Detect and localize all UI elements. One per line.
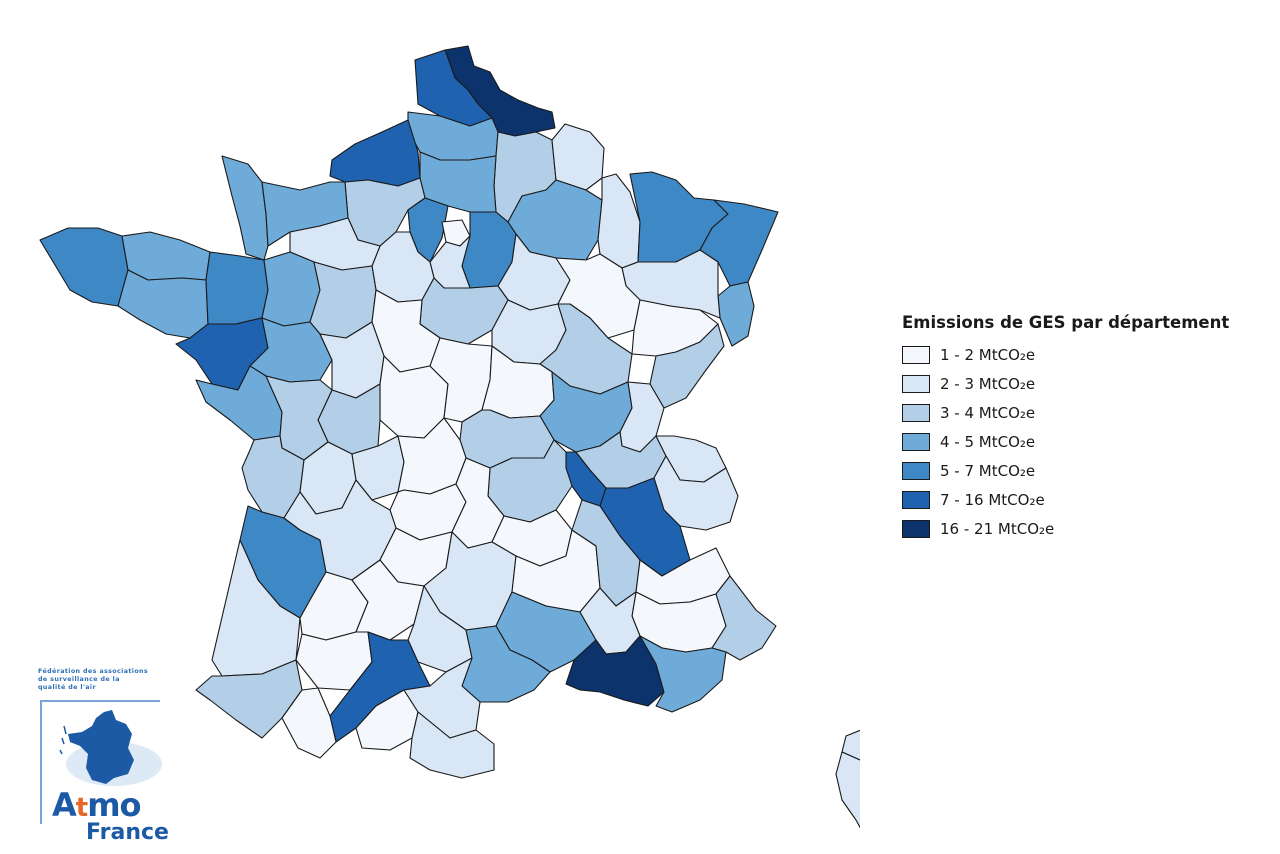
logo-frame (40, 700, 160, 824)
department-hautes-pyrenees[interactable] (281, 687, 337, 759)
department-cotes-d-armor[interactable] (121, 231, 211, 281)
legend-item-7: 16 - 21 MtCO₂e (902, 514, 1242, 543)
department-haut-rhin[interactable] (717, 281, 755, 347)
department-corse-du-sud[interactable] (835, 751, 860, 846)
logo-tagline-line: Fédération des associations (38, 668, 149, 675)
legend-title: Emissions de GES par département (902, 313, 1230, 332)
map-legend: Emissions de GES par département 1 - 2 M… (902, 313, 1242, 543)
department-pyrenees-orientales[interactable] (409, 711, 495, 779)
legend-label: 2 - 3 MtCO₂e (940, 374, 1036, 393)
logo-tagline: Fédération des associations de surveilla… (38, 668, 173, 692)
legend-item-4: 4 - 5 MtCO₂e (902, 427, 1242, 456)
department-mayenne[interactable] (261, 251, 321, 327)
legend-swatch (902, 461, 930, 480)
logo-tagline-line: de surveillance de la (38, 676, 120, 683)
legend-swatch (902, 345, 930, 364)
department-pas-de-calais[interactable] (414, 49, 493, 127)
logo-tagline-line: qualité de l'air (38, 684, 96, 691)
legend-label: 3 - 4 MtCO₂e (940, 403, 1036, 422)
atmo-france-logo: Fédération des associations de surveilla… (38, 668, 178, 854)
legend-swatch (902, 519, 930, 538)
logo-wordmark: Atmo (52, 786, 142, 824)
department-tarn-et-garonne[interactable] (351, 559, 425, 641)
france-map-icon (59, 710, 162, 786)
department-morbihan[interactable] (117, 269, 209, 339)
legend-item-3: 3 - 4 MtCO₂e (902, 398, 1242, 427)
legend-swatch (902, 374, 930, 393)
legend-label: 7 - 16 MtCO₂e (940, 490, 1045, 509)
department-manche[interactable] (221, 155, 269, 261)
department-ardennes[interactable] (551, 123, 605, 191)
legend-swatch (902, 432, 930, 451)
legend-item-1: 1 - 2 MtCO₂e (902, 340, 1242, 369)
legend-swatch (902, 403, 930, 422)
logo-france-text: France (86, 820, 169, 845)
legend-label: 1 - 2 MtCO₂e (940, 345, 1036, 364)
legend-label: 5 - 7 MtCO₂e (940, 461, 1036, 480)
logo-letter-t: t (75, 793, 88, 823)
department-alpes-maritimes[interactable] (711, 575, 777, 661)
legend-item-5: 5 - 7 MtCO₂e (902, 456, 1242, 485)
france-choropleth-map (39, 45, 860, 846)
department-ille-et-vilaine[interactable] (205, 251, 269, 325)
legend-swatch (902, 490, 930, 509)
department-var[interactable] (639, 635, 727, 713)
department-haute-corse[interactable] (841, 708, 860, 774)
legend-label: 16 - 21 MtCO₂e (940, 519, 1055, 538)
logo-letter-a: A (52, 786, 77, 824)
legend-item-6: 7 - 16 MtCO₂e (902, 485, 1242, 514)
department-finistere[interactable] (39, 227, 129, 307)
department-seine-maritime[interactable] (329, 119, 421, 187)
logo-letters-mo: mo (87, 786, 141, 824)
legend-label: 4 - 5 MtCO₂e (940, 432, 1036, 451)
legend-item-2: 2 - 3 MtCO₂e (902, 369, 1242, 398)
